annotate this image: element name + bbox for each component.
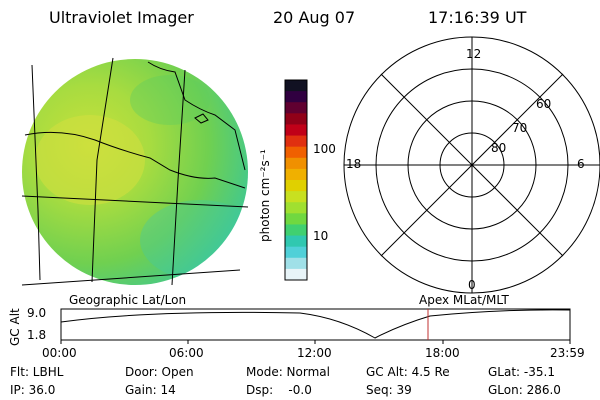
- strip-xtick-1200: 12:00: [297, 346, 332, 360]
- header-date: 20 Aug 07: [273, 8, 356, 27]
- colorbar-swatch: [285, 113, 307, 125]
- colorbar-swatch: [285, 213, 307, 225]
- colorbar-tick-100: 100: [313, 142, 336, 156]
- colorbar-swatch: [285, 157, 307, 170]
- info-gc-alt: GC Alt: 4.5 Re: [366, 365, 450, 379]
- polar-label-12: 12: [466, 47, 482, 61]
- polar-label-6: 6: [577, 157, 585, 171]
- info-ip: IP: 36.0: [10, 383, 56, 397]
- colorbar-swatch: [285, 168, 307, 181]
- header-time: 17:16:39 UT: [428, 8, 527, 27]
- info-glon: GLon: 286.0: [488, 383, 561, 397]
- polar-ring-80: 80: [491, 141, 507, 155]
- polar-label-18: 18: [346, 157, 362, 171]
- colorbar-swatch: [285, 235, 307, 248]
- colorbar-swatch: [285, 146, 307, 159]
- strip-ytick-1.8: 1.8: [27, 328, 47, 342]
- colorbar-swatch: [285, 202, 307, 214]
- app-title: Ultraviolet Imager: [49, 8, 194, 27]
- uv-image: [21, 57, 249, 286]
- info-dsp: Dsp: -0.0: [246, 383, 312, 397]
- colorbar-swatch: [285, 102, 307, 114]
- polar-ring-70: 70: [512, 121, 528, 135]
- altitude-strip: [60, 308, 571, 344]
- colorbar: [284, 79, 308, 281]
- polar-label-0: 0: [468, 278, 476, 292]
- colorbar-swatch: [285, 246, 307, 259]
- colorbar-swatch: [285, 124, 307, 137]
- strip-xtick-0000: 00:00: [42, 346, 77, 360]
- info-flt: Flt: LBHL: [10, 365, 64, 379]
- colorbar-swatch: [285, 91, 307, 103]
- colorbar-swatch: [285, 180, 307, 192]
- polar-ring-60: 60: [536, 97, 552, 111]
- info-glat: GLat: -35.1: [488, 365, 555, 379]
- strip-axis-label: GC Alt: [8, 308, 22, 346]
- colorbar-frame: [284, 79, 308, 281]
- info-gain: Gain: 14: [125, 383, 176, 397]
- info-seq: Seq: 39: [366, 383, 412, 397]
- strip-xtick-1800: 18:00: [425, 346, 460, 360]
- colorbar-swatch: [285, 135, 307, 148]
- colorbar-swatch: [285, 191, 307, 203]
- info-door: Door: Open: [125, 365, 194, 379]
- colorbar-swatch: [285, 80, 307, 92]
- colorbar-unit-label: photon cm⁻²s⁻¹: [258, 149, 272, 242]
- strip-right-label: Apex MLat/MLT: [419, 293, 509, 307]
- colorbar-tick-10: 10: [313, 229, 329, 243]
- polar-plot: [343, 36, 600, 294]
- strip-left-label: Geographic Lat/Lon: [69, 293, 187, 307]
- colorbar-swatch: [285, 257, 307, 270]
- info-mode: Mode: Normal: [246, 365, 330, 379]
- strip-xtick-2359: 23:59: [550, 346, 585, 360]
- strip-xtick-0600: 06:00: [169, 346, 204, 360]
- strip-ytick-9: 9.0: [27, 306, 47, 320]
- colorbar-swatch: [285, 268, 307, 281]
- colorbar-swatch: [285, 224, 307, 237]
